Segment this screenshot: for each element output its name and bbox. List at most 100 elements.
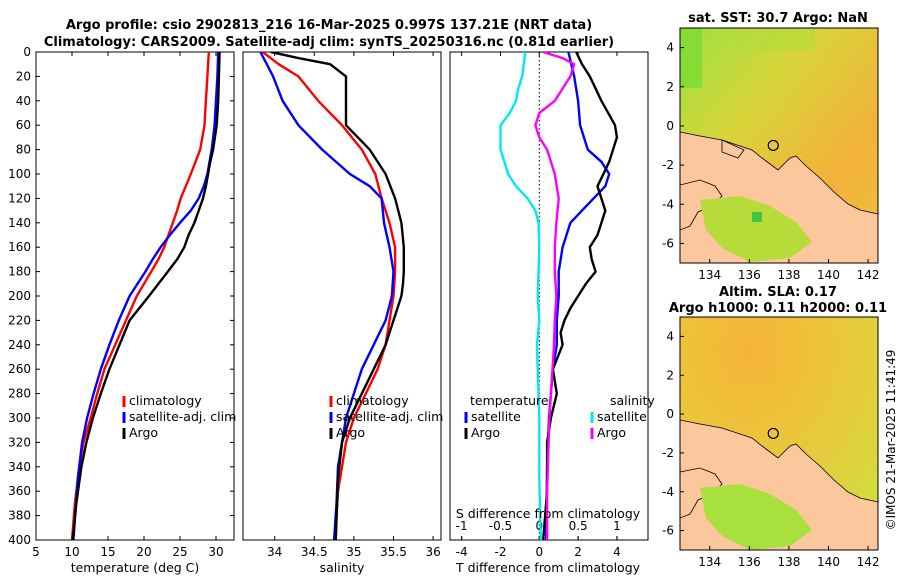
depth-tick-label: 340 [8, 460, 31, 474]
lon-tick-label: 138 [777, 555, 800, 569]
depth-tick-label: 320 [8, 435, 31, 449]
lat-tick-label: 4 [666, 329, 674, 343]
depth-tick-label: 200 [8, 289, 31, 303]
x-tick-label: 36 [425, 545, 440, 559]
salinity-panel: 34 34.5 35 35.5 36 salinity climatologysatel… [242, 51, 443, 575]
lat-tick-label: 2 [666, 80, 674, 94]
sla-float-marker [767, 427, 779, 440]
salinity-xlabel: salinity [320, 560, 365, 575]
lon-tick-label: 136 [738, 268, 761, 282]
legend-s-argo-label: Argo [597, 425, 626, 440]
sst-land-peninsula [721, 139, 745, 159]
x-tick-label: 25 [172, 545, 187, 559]
sst-float-marker [767, 139, 779, 152]
series-salinity-argo [534, 52, 576, 540]
x-tick-label: 34.5 [301, 545, 328, 559]
x-tick-label: 5 [32, 545, 40, 559]
sla-map-title2: Argo h1000: 0.11 h2000: 0.11 [669, 301, 887, 316]
title-line1: Argo profile: csio 2902813_216 16-Mar-20… [66, 18, 592, 33]
s-tick-label: 0.5 [569, 519, 588, 533]
sst-map-title: sat. SST: 30.7 Argo: NaN [688, 11, 868, 26]
s-tick-label: -0.5 [489, 519, 512, 533]
x-tick-label: 34 [267, 545, 282, 559]
x-tick-label: 35 [346, 545, 361, 559]
lon-tick-label: 142 [857, 268, 880, 282]
series-argo [71, 52, 221, 540]
lon-tick-label: 136 [738, 555, 761, 569]
depth-tick-label: 100 [8, 167, 31, 181]
sst-map-ticks: 134 136 138 140 142 -6 -4 -2 0 2 4 [662, 41, 880, 282]
s-tick-label: 1 [613, 519, 621, 533]
x-tick-label: 0 [535, 545, 543, 559]
depth-tick-label: 280 [8, 387, 31, 401]
x-tick-label: 20 [136, 545, 151, 559]
depth-tick-label: 40 [16, 94, 31, 108]
sst-bay [700, 196, 812, 262]
legend-salinity-title: salinity [610, 393, 655, 408]
lat-tick-label: -4 [662, 485, 674, 499]
x-tick-label: 10 [64, 545, 79, 559]
depth-tick-label: 120 [8, 191, 31, 205]
x-tick-label: 15 [100, 545, 115, 559]
depth-tick-label: 60 [16, 118, 31, 132]
salinity-tick-labels: 34 34.5 35 35.5 36 [267, 52, 441, 559]
lon-tick-label: 134 [698, 268, 721, 282]
salinity-axes-box [242, 51, 442, 541]
lon-tick-label: 140 [817, 268, 840, 282]
copyright-stamp: ©IMOS 21-Mar-2025 11:41:49 [884, 350, 898, 531]
temperature-axes-box [35, 51, 235, 541]
legend-sal-2-label: Argo [336, 425, 365, 440]
depth-tick-label: 140 [8, 216, 31, 230]
legend-t-sat-label: satellite [471, 409, 521, 424]
lon-tick-label: 140 [817, 555, 840, 569]
legend-s-sat-label: satellite [597, 409, 647, 424]
sst-warm-patch [680, 28, 702, 88]
legend-temp-1-label: satellite-adj. clim [129, 409, 236, 424]
depth-tick-label: 400 [8, 533, 31, 547]
x-tick-label: -4 [456, 545, 468, 559]
lat-tick-label: -4 [662, 197, 674, 211]
series-climatology [70, 52, 210, 540]
depth-tick-label: 300 [8, 411, 31, 425]
depth-tick-label: 0 [23, 45, 31, 59]
legend-t-argo-label: Argo [471, 425, 500, 440]
depth-tick-label: 180 [8, 265, 31, 279]
sst-map: sat. SST: 30.7 Argo: NaN 134 136 138 140 142… [662, 11, 880, 282]
lat-tick-label: 2 [666, 368, 674, 382]
depth-tick-label: 220 [8, 313, 31, 327]
sla-map-title1: Altim. SLA: 0.17 [719, 285, 837, 300]
sst-map-frame [679, 27, 879, 264]
lat-tick-label: -6 [662, 524, 674, 538]
depth-tick-label: 260 [8, 362, 31, 376]
lon-tick-label: 134 [698, 555, 721, 569]
depth-tick-label: 20 [16, 69, 31, 83]
difference-series [499, 52, 619, 540]
lat-tick-label: 0 [666, 407, 674, 421]
difference-legend: temperature salinitysatelliteArgosatellit… [464, 393, 655, 440]
lat-tick-label: -6 [662, 236, 674, 250]
sst-patch-north [735, 28, 815, 50]
sla-map-frame [679, 316, 879, 551]
temperature-panel: 0204060801001201401601802002202402602803… [8, 45, 648, 575]
legend-temp-0-label: climatology [129, 393, 202, 408]
series-satellite-adj-clim [259, 52, 395, 540]
x-tick-label: -2 [494, 545, 506, 559]
lat-tick-label: 0 [666, 119, 674, 133]
sst-green-patch [752, 212, 762, 222]
lon-tick-label: 142 [857, 555, 880, 569]
legend-temperature-title: temperature [470, 393, 549, 408]
s-tick-label: -1 [456, 519, 468, 533]
series-argo [270, 52, 405, 540]
x-tick-label: 35.5 [380, 545, 407, 559]
depth-tick-label: 160 [8, 240, 31, 254]
temperature-tick-labels: 5 10 15 20 25 30 [32, 52, 224, 559]
x-tick-label: 2 [574, 545, 582, 559]
lat-tick-label: -2 [662, 158, 674, 172]
lon-tick-label: 138 [777, 268, 800, 282]
sla-map: Altim. SLA: 0.17 Argo h1000: 0.11 h2000:… [662, 285, 887, 569]
depth-tick-label: 80 [16, 143, 31, 157]
series-salinity-satellite [499, 52, 542, 540]
